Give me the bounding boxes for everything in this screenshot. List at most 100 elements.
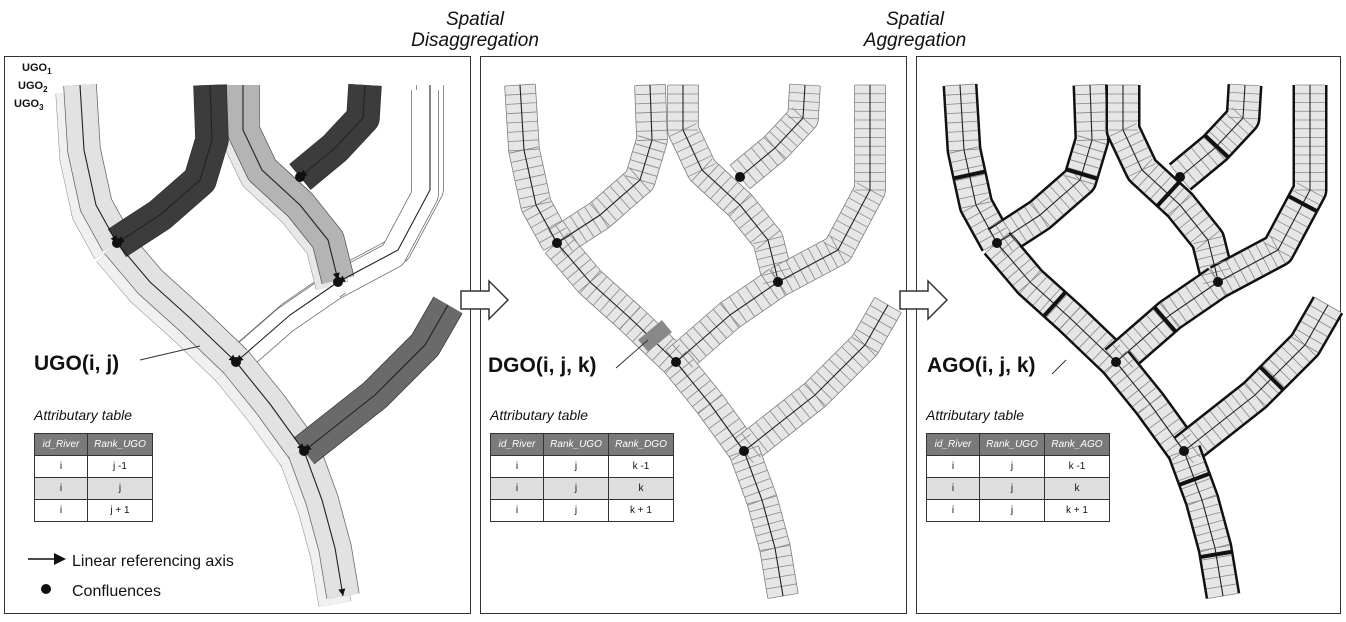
ugo-tag-sub: 1 — [47, 67, 52, 77]
table-cell: k -1 — [608, 455, 674, 478]
ago-boundary — [1198, 549, 1234, 560]
process-arrow-icon — [899, 279, 949, 321]
linear-axis — [996, 242, 1117, 363]
table-cell: j — [979, 455, 1045, 478]
linear-axis — [743, 450, 784, 597]
linear-axis — [743, 304, 889, 452]
dgo-table-title: Attributary table — [490, 407, 589, 423]
linear-axis — [556, 84, 653, 244]
ugo-tag-sub: 2 — [43, 85, 48, 95]
table-cell: j -1 — [87, 455, 153, 478]
ugo-tag-2: UGO2 — [18, 80, 48, 94]
linear-axis — [675, 281, 779, 363]
table-header: id_River — [34, 433, 88, 456]
ugo-white-reach — [326, 90, 438, 299]
confluence-dot — [295, 172, 305, 182]
dgo-reach — [505, 84, 571, 251]
dgo-highlight — [638, 320, 672, 352]
dot-icon — [28, 582, 72, 601]
ago-reach — [1174, 297, 1342, 463]
confluence-dot — [112, 238, 122, 248]
table-cell: j + 1 — [87, 499, 153, 522]
table-cell: i — [926, 499, 980, 522]
legend-confluence-item: Confluences — [28, 582, 161, 601]
linear-axis — [1122, 85, 1219, 281]
ago-reach — [988, 84, 1107, 256]
confluence-dot — [992, 238, 1002, 248]
table-cell: i — [926, 455, 980, 478]
spatial-aggregation-title: Spatial Aggregation — [820, 9, 1010, 51]
linear-axis — [235, 281, 339, 363]
ago-boundary — [1258, 364, 1286, 392]
linear-axis — [116, 84, 213, 244]
ago-attribute-table: id_River Rank_UGO Rank_AGO i j k -1 i j … — [926, 433, 1110, 522]
table-row: i j + 1 — [34, 499, 153, 522]
ago-reach — [1108, 85, 1233, 284]
title-line: Spatial — [885, 9, 945, 30]
confluence-dot — [1179, 446, 1189, 456]
ugo-dark-reach — [294, 297, 462, 464]
ugo-medium-reach — [227, 85, 354, 284]
table-header: Rank_UGO — [87, 433, 153, 456]
dgo-reach — [548, 84, 667, 256]
linear-axis — [235, 361, 305, 452]
table-cell: j — [979, 499, 1045, 522]
title-line: Aggregation — [863, 30, 967, 51]
table-header: Rank_DGO — [608, 433, 674, 456]
ugo-attribute-table: id_River Rank_UGO i j -1 i j i j + 1 — [34, 433, 153, 522]
linear-axis — [1183, 450, 1224, 597]
ugo-tag-base: UGO — [22, 62, 48, 74]
table-header: Rank_UGO — [543, 433, 609, 456]
table-cell: k + 1 — [1044, 499, 1110, 522]
ugo-dark-reach — [289, 84, 381, 190]
table-header: id_River — [926, 433, 980, 456]
legend-confluences-label: Confluences — [72, 582, 161, 600]
ugo-tag-base: UGO — [18, 80, 44, 92]
ugo-label: UGO(i, j) — [34, 352, 120, 375]
linear-axis — [1115, 281, 1219, 363]
table-cell: j — [543, 455, 609, 478]
table-row: i j k -1 — [926, 455, 1110, 478]
confluence-dot — [552, 238, 562, 248]
ago-boundary — [1286, 193, 1319, 214]
axis-arrowhead — [338, 588, 346, 596]
ago-boundary — [1202, 133, 1231, 160]
table-header-row: id_River Rank_UGO Rank_DGO — [490, 433, 674, 456]
linear-axis — [739, 84, 806, 178]
table-row: i j -1 — [34, 455, 153, 478]
confluence-dot — [1175, 172, 1185, 182]
ugo-tag-base: UGO — [14, 98, 40, 110]
table-cell: i — [34, 499, 88, 522]
table-cell: j — [543, 499, 609, 522]
dgo-reach — [730, 84, 820, 189]
ago-leader-line — [1051, 359, 1067, 375]
spatial-disaggregation-title: Spatial Disaggregation — [380, 9, 570, 51]
table-header-row: id_River Rank_UGO — [34, 433, 153, 456]
table-cell: j — [543, 477, 609, 500]
confluence-dot — [231, 357, 241, 367]
title-line: Disaggregation — [411, 30, 539, 51]
ago-boundary — [952, 169, 987, 181]
table-cell: j — [87, 477, 153, 500]
linear-axis — [242, 85, 339, 281]
confluence-dot — [735, 172, 745, 182]
ugo-tag-sub: 3 — [39, 103, 44, 113]
legend-axis-item: Linear referencing axis — [28, 552, 234, 571]
linear-axis — [1115, 361, 1185, 452]
confluence-dot — [773, 277, 783, 287]
linear-axis — [1179, 84, 1246, 178]
ago-table-title: Attributary table — [926, 407, 1025, 423]
ago-boundary — [1041, 290, 1068, 319]
table-header: id_River — [490, 433, 544, 456]
ugo-dark-reach — [108, 84, 228, 257]
ago-boundary — [1155, 180, 1182, 208]
confluence-dot — [739, 446, 749, 456]
table-cell: k -1 — [1044, 455, 1110, 478]
ago-reach — [1170, 84, 1260, 189]
linear-axis — [299, 84, 366, 178]
linear-axis — [303, 450, 344, 597]
confluence-dot — [1111, 357, 1121, 367]
title-line: Spatial — [445, 9, 505, 30]
confluence-dot — [299, 446, 309, 456]
